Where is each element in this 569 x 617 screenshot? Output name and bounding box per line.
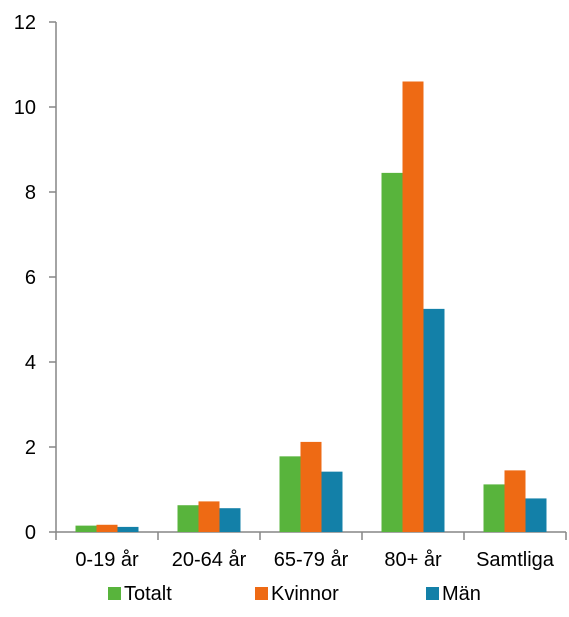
bar-totalt-2 bbox=[279, 456, 301, 532]
x-tick-label: 0-19 år bbox=[75, 549, 139, 571]
x-tick-label: Samtliga bbox=[476, 549, 555, 571]
legend-swatch-2 bbox=[426, 587, 439, 600]
y-tick-label: 8 bbox=[25, 182, 36, 204]
bar-kvinnor-4 bbox=[504, 470, 526, 532]
bar-män-0 bbox=[117, 526, 139, 532]
bar-män-1 bbox=[219, 508, 241, 532]
legend-swatch-0 bbox=[108, 587, 121, 600]
x-tick-label: 20-64 år bbox=[172, 549, 247, 571]
bar-totalt-4 bbox=[483, 484, 505, 532]
y-tick-label: 6 bbox=[25, 267, 36, 289]
y-tick-label: 4 bbox=[25, 352, 36, 374]
bars bbox=[75, 81, 547, 532]
bar-totalt-3 bbox=[381, 172, 403, 532]
y-tick-label: 10 bbox=[14, 97, 36, 119]
bar-totalt-1 bbox=[177, 505, 199, 532]
legend: Totalt Kvinnor Män bbox=[108, 583, 481, 605]
bar-män-3 bbox=[423, 308, 445, 532]
legend-swatch-1 bbox=[255, 587, 268, 600]
bar-kvinnor-0 bbox=[96, 524, 118, 532]
bar-totalt-0 bbox=[75, 525, 97, 532]
y-tick-label: 0 bbox=[25, 522, 36, 544]
bar-kvinnor-2 bbox=[300, 441, 322, 532]
bar-kvinnor-1 bbox=[198, 501, 220, 532]
legend-label-2: Män bbox=[442, 583, 481, 605]
y-tick-label: 2 bbox=[25, 437, 36, 459]
bar-män-2 bbox=[321, 471, 343, 532]
legend-label-1: Kvinnor bbox=[271, 583, 339, 605]
bar-män-4 bbox=[525, 498, 547, 532]
bar-kvinnor-3 bbox=[402, 81, 424, 532]
y-tick-label: 12 bbox=[14, 12, 36, 34]
y-axis: 0 2 4 6 8 10 12 bbox=[14, 12, 57, 544]
x-tick-label: 80+ år bbox=[384, 549, 442, 571]
x-tick-label: 65-79 år bbox=[274, 549, 349, 571]
legend-label-0: Totalt bbox=[124, 583, 172, 605]
x-axis: 0-19 år 20-64 år 65-79 år 80+ år Samtliga bbox=[55, 531, 567, 571]
